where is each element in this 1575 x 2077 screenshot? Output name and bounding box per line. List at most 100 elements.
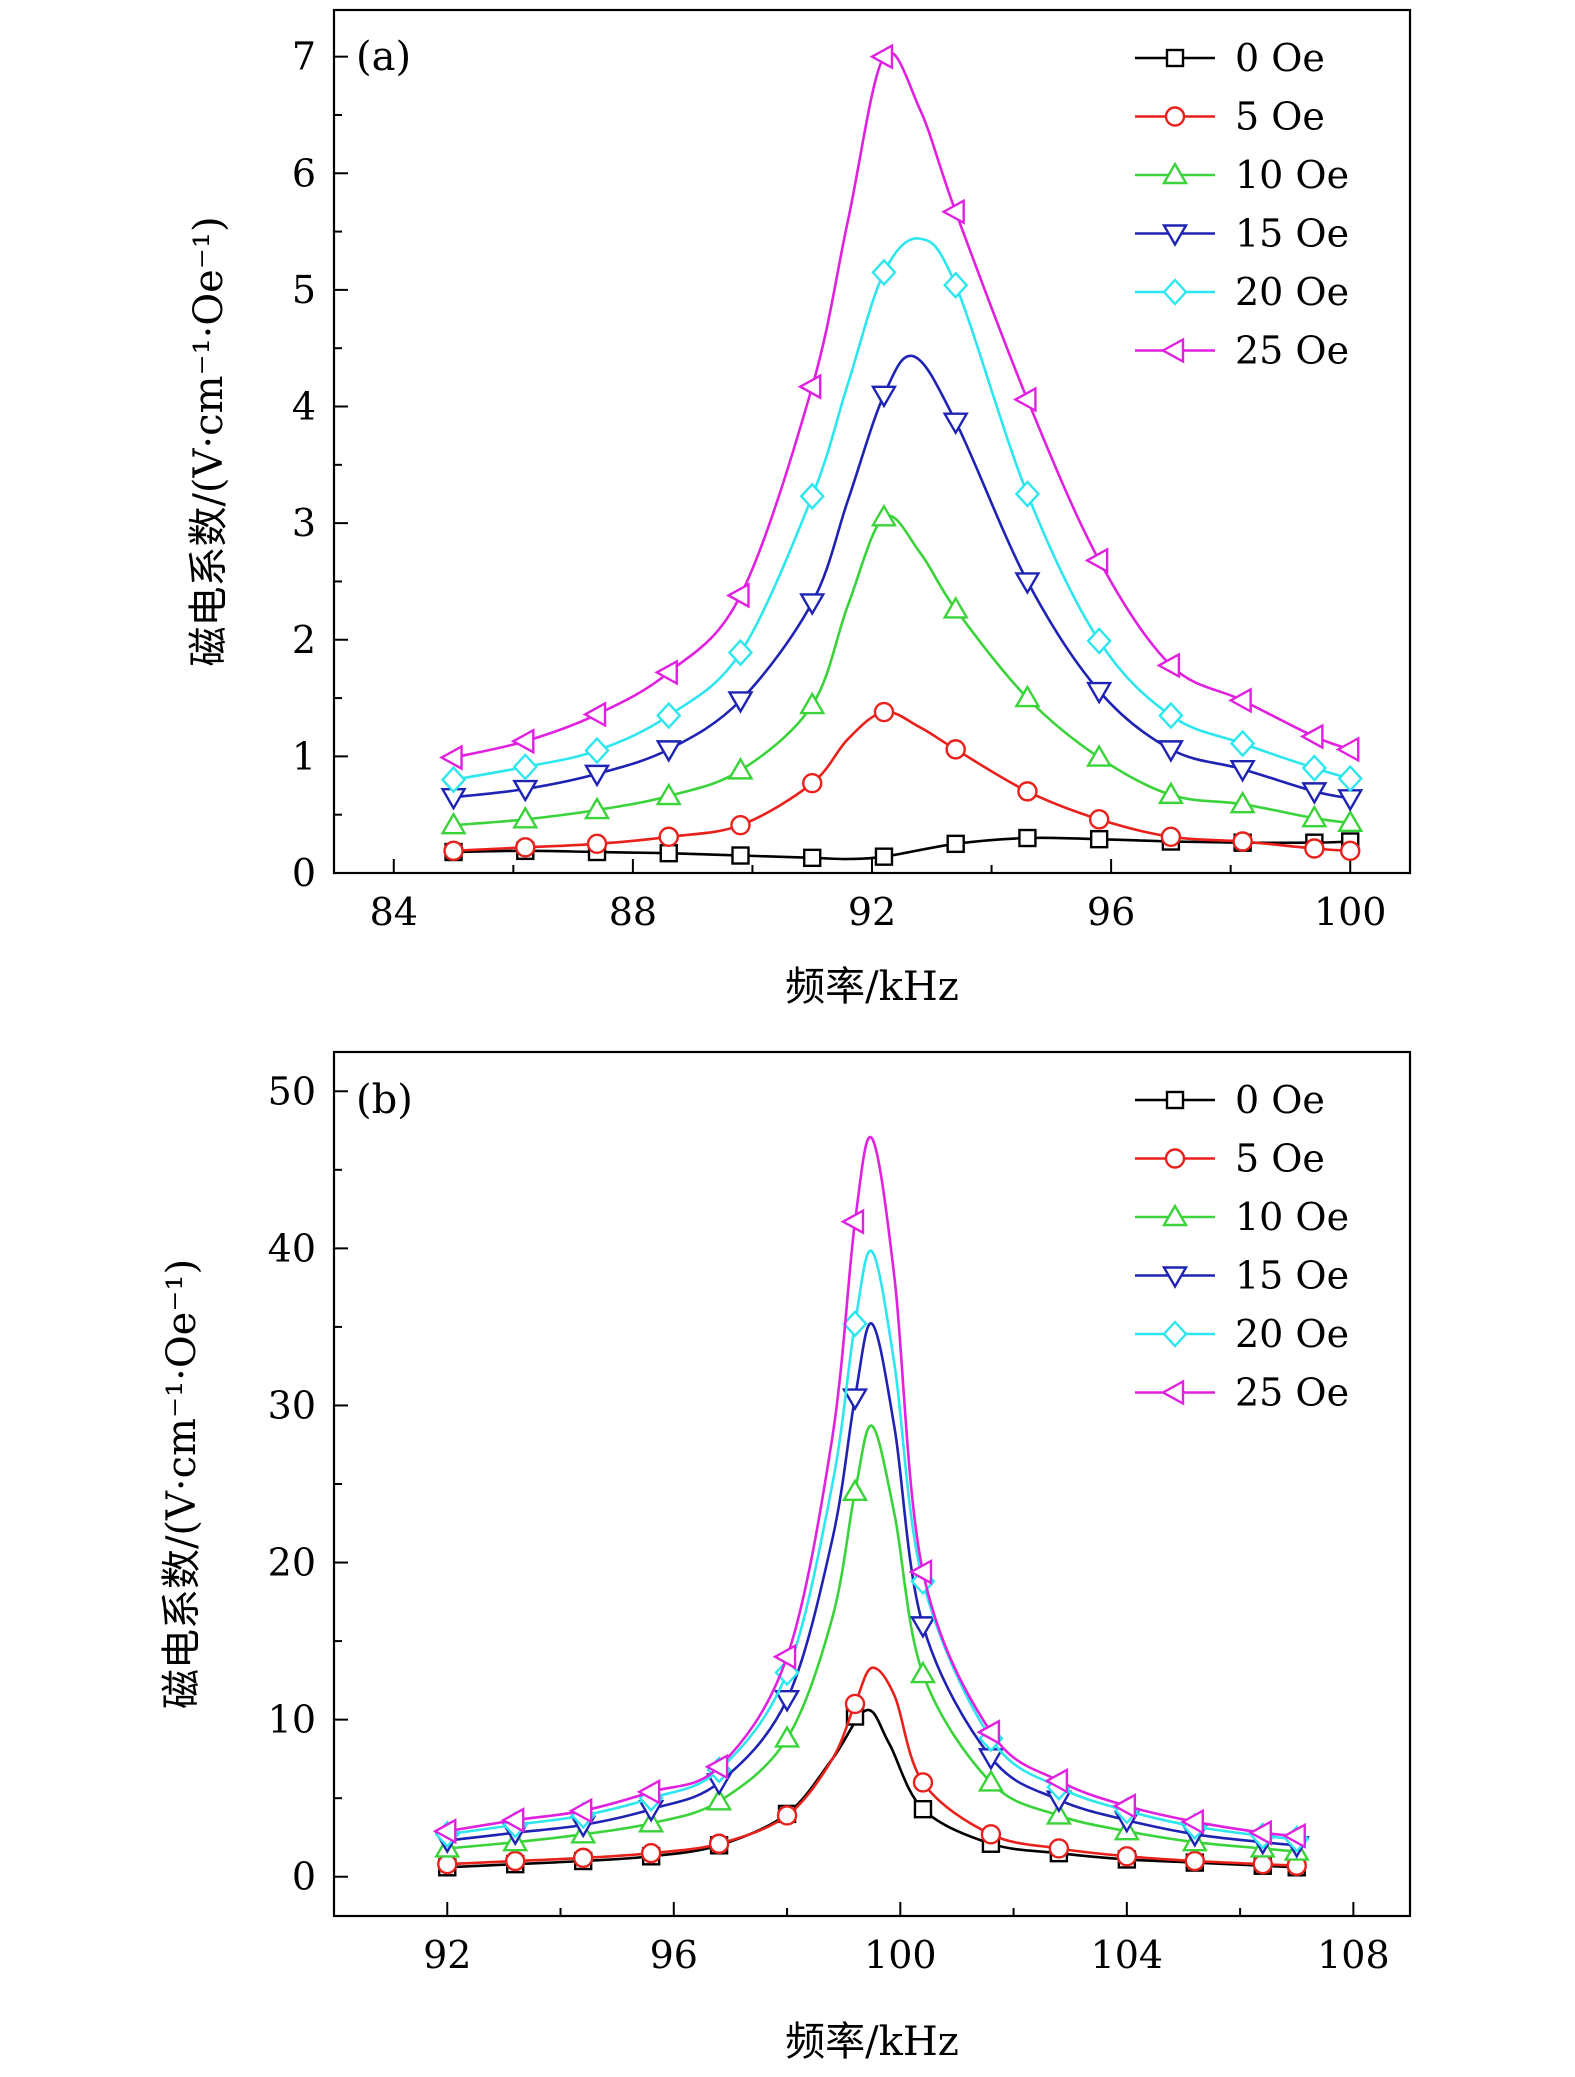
- legend-label: 5 Oe: [1235, 1137, 1325, 1181]
- x-tick-label: 96: [1087, 890, 1135, 934]
- legend-label: 15 Oe: [1235, 1254, 1349, 1298]
- data-point: [727, 756, 754, 780]
- legend-label: 10 Oe: [1235, 153, 1349, 197]
- data-point: [1157, 740, 1184, 763]
- data-point: [1337, 764, 1363, 793]
- data-point: [655, 782, 682, 806]
- data-point: [727, 638, 754, 667]
- x-tick-label: 108: [1317, 1933, 1390, 1977]
- data-point: [1018, 828, 1037, 848]
- panel-a: 84 88 92 96 100 0 1 2 3 4 5 6 7 频率/kHz 磁电系数/(V·cm⁻¹·Oe…: [186, 8, 1412, 1010]
- data-point: [797, 373, 822, 400]
- data-point: [1180, 1808, 1205, 1835]
- data-point: [942, 412, 969, 436]
- legend-label: 0 Oe: [1235, 36, 1325, 80]
- data-point: [1184, 1850, 1206, 1872]
- data-point: [654, 659, 678, 686]
- data-point: [1301, 754, 1327, 782]
- data-point: [1156, 652, 1181, 679]
- x-axis-title: 频率/kHz: [785, 2019, 959, 2065]
- x-axis-title: 频率/kHz: [785, 964, 959, 1010]
- data-point: [1014, 572, 1041, 595]
- y-tick-label: 20: [268, 1541, 316, 1585]
- data-point: [515, 837, 536, 858]
- data-point: [908, 1558, 933, 1586]
- y-tick-label: 5: [292, 268, 316, 312]
- series-line: [447, 1322, 1297, 1847]
- data-point: [1088, 809, 1110, 830]
- series-line: [453, 710, 1351, 853]
- legend-entry: 0 Oe: [1135, 1078, 1325, 1122]
- data-point: [1229, 729, 1256, 758]
- legend-entry: 0 Oe: [1135, 36, 1325, 80]
- legend-marker: [1161, 161, 1189, 185]
- data-point: [976, 1719, 1001, 1746]
- series-line: [453, 514, 1351, 827]
- legend-marker: [1165, 48, 1185, 68]
- legend-entry: 5 Oe: [1135, 95, 1325, 139]
- data-point: [505, 1850, 526, 1872]
- y-tick-label: 7: [292, 35, 316, 79]
- data-point: [1301, 804, 1328, 828]
- legend-entry: 25 Oe: [1135, 1371, 1349, 1415]
- data-point: [1160, 826, 1182, 848]
- y-tick-label: 10: [268, 1698, 316, 1742]
- x-tick-label: 84: [370, 890, 418, 934]
- data-point: [568, 1797, 593, 1824]
- legend-entry: 10 Oe: [1135, 153, 1349, 197]
- data-point: [773, 1725, 801, 1748]
- data-point: [1232, 831, 1253, 852]
- data-point: [731, 846, 750, 865]
- data-point: [432, 1818, 457, 1845]
- series-20-oe: [440, 237, 1363, 794]
- data-point: [799, 593, 826, 616]
- series-15-oe: [440, 354, 1364, 812]
- x-tick-label: 96: [650, 1933, 698, 1977]
- legend-entry: 25 Oe: [1135, 329, 1349, 373]
- data-point: [772, 1643, 797, 1670]
- series-5-oe: [437, 1666, 1307, 1876]
- x-tick-label: 100: [1314, 890, 1387, 934]
- series-15-oe: [434, 1322, 1310, 1859]
- legend-label: 20 Oe: [1235, 270, 1349, 314]
- x-tick-label: 92: [423, 1933, 471, 1977]
- data-point: [1017, 781, 1038, 802]
- x-tick-label: 104: [1091, 1933, 1164, 1977]
- legend-label: 25 Oe: [1235, 1371, 1349, 1415]
- data-point: [1340, 840, 1361, 862]
- data-point: [512, 753, 538, 781]
- panel-b: 92 96 100 104 108 0 10 20 30 40 50 频率/kHz 磁电系数/(V·cm…: [159, 1050, 1412, 2065]
- data-point: [941, 198, 965, 225]
- legend-entry: 5 Oe: [1135, 1137, 1325, 1181]
- data-point: [909, 1616, 937, 1639]
- data-point: [871, 258, 897, 287]
- series-line: [453, 51, 1351, 759]
- data-point: [510, 728, 535, 755]
- legend-entry: 20 Oe: [1135, 270, 1349, 314]
- data-point: [842, 1309, 868, 1338]
- data-point: [1086, 681, 1113, 705]
- y-tick-label: 1: [292, 734, 316, 778]
- data-point: [841, 1388, 869, 1411]
- data-point: [708, 1833, 730, 1854]
- series-10-oe: [434, 1424, 1310, 1861]
- series-10-oe: [440, 503, 1364, 835]
- data-point: [799, 482, 825, 511]
- data-point: [659, 843, 678, 863]
- legend-marker: [1164, 1148, 1186, 1169]
- data-point: [704, 1753, 729, 1780]
- data-point: [1282, 1822, 1306, 1849]
- series-25-oe: [439, 43, 1360, 771]
- data-point: [1158, 701, 1184, 730]
- data-point: [655, 740, 682, 763]
- series-line: [447, 1708, 1297, 1869]
- panel-label: (a): [356, 34, 411, 80]
- data-point: [980, 1824, 1002, 1845]
- data-point: [1229, 790, 1256, 814]
- legend-marker: [1160, 1379, 1185, 1406]
- data-point: [572, 1847, 594, 1869]
- data-point: [773, 1690, 801, 1713]
- series-0-oe: [444, 828, 1360, 868]
- data-point: [583, 764, 611, 788]
